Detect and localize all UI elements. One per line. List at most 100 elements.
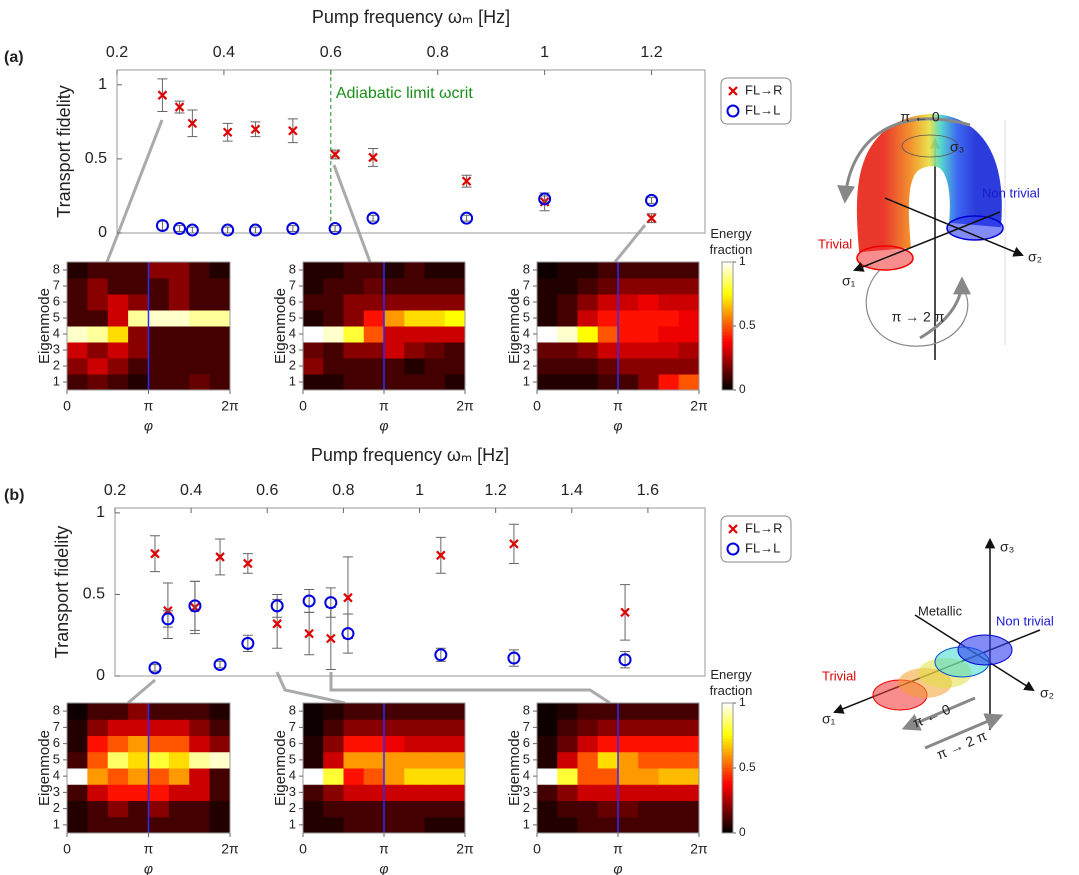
x-tick-label: π xyxy=(144,398,154,414)
heat-cell xyxy=(67,262,88,279)
colorbar-step xyxy=(722,310,733,314)
heat-cell xyxy=(303,816,324,834)
colorbar-step xyxy=(722,386,733,391)
heat-cell xyxy=(363,310,385,327)
heat-cell xyxy=(444,342,466,359)
x-tick-label: π xyxy=(379,841,389,857)
heat-cell xyxy=(128,326,149,343)
heat-cell xyxy=(638,816,659,834)
panel-label: (b) xyxy=(4,487,24,504)
heat-cell xyxy=(107,358,129,375)
colorbar-step xyxy=(722,332,733,337)
heat-cell xyxy=(323,719,344,736)
heat-cell xyxy=(189,294,211,311)
y-tick-label: 6 xyxy=(523,293,530,308)
heat-cell xyxy=(303,310,324,327)
heat-cell xyxy=(87,784,109,801)
plot-frame xyxy=(116,69,706,234)
heat-cell xyxy=(404,816,425,834)
heat-cell xyxy=(444,358,466,375)
heat-cell xyxy=(678,310,700,327)
heat-cell xyxy=(303,703,324,720)
error-bar xyxy=(272,593,283,618)
heat-cell xyxy=(343,262,365,279)
heat-cell xyxy=(444,735,466,753)
heat-cell xyxy=(537,735,558,753)
x-tick-label: 2π xyxy=(456,398,474,414)
heat-cell xyxy=(597,326,619,343)
heat-cell xyxy=(323,735,344,753)
heat-cell xyxy=(107,310,129,327)
heat-cell xyxy=(128,703,149,720)
error-bar xyxy=(189,580,200,631)
heat-cell xyxy=(618,358,639,375)
marker xyxy=(436,550,446,561)
heat-cell xyxy=(424,278,446,295)
x-tick-label: 2π xyxy=(690,841,708,857)
y-tick-label: 4 xyxy=(523,325,530,340)
heat-cell xyxy=(557,278,578,295)
y-tick-label: 1 xyxy=(523,816,530,831)
marker xyxy=(173,222,187,236)
colorbar-step xyxy=(722,358,733,362)
heat-cell xyxy=(323,326,344,343)
heat-cell xyxy=(597,800,619,818)
y-tick-label: 6 xyxy=(53,293,60,308)
heat-cell xyxy=(384,278,405,295)
y-tick-label: 0.5 xyxy=(85,150,107,167)
heat-cell xyxy=(404,326,425,343)
heat-cell xyxy=(363,262,385,279)
marker xyxy=(222,127,233,138)
heat-cell xyxy=(404,342,425,359)
error-bar xyxy=(187,226,198,234)
x-axis-label: φ xyxy=(613,861,622,875)
heat-cell xyxy=(363,719,385,736)
heat-cell xyxy=(678,703,700,720)
heat-cell xyxy=(638,719,659,736)
marker xyxy=(326,633,336,644)
x-tick-label: 1.2 xyxy=(485,482,507,499)
heat-cell xyxy=(209,374,231,391)
heat-cell xyxy=(537,800,558,818)
marker xyxy=(248,223,262,237)
y-tick-label: 3 xyxy=(289,341,296,356)
heat-cell xyxy=(209,310,231,327)
heat-cell xyxy=(537,358,558,375)
y-tick-label: 8 xyxy=(289,703,296,718)
y-tick-label: 8 xyxy=(523,703,530,718)
heat-cell xyxy=(168,768,190,785)
heat-cell xyxy=(424,326,446,343)
heat-cell xyxy=(557,374,578,391)
heat-cell xyxy=(618,816,639,834)
x-tick-label: π xyxy=(144,841,154,857)
colorbar-step xyxy=(722,709,733,714)
colorbar-step xyxy=(722,712,733,717)
heat-cell xyxy=(638,374,659,391)
heat-cell xyxy=(128,374,149,391)
y-tick-label: 3 xyxy=(53,784,60,799)
x-tick-label: 0 xyxy=(63,841,71,857)
heat-cell xyxy=(67,768,88,785)
heat-cell xyxy=(537,374,558,391)
axis-label: σ₁ xyxy=(822,711,836,727)
heat-cell xyxy=(658,278,680,295)
heat-cell xyxy=(343,294,365,311)
heat-cell xyxy=(343,278,365,295)
heat-cell xyxy=(363,294,385,311)
colorbar-step xyxy=(722,313,733,317)
x-tick-label: 1 xyxy=(415,482,424,499)
colorbar-step xyxy=(722,338,733,343)
heat-cell xyxy=(343,768,365,785)
heat-cell xyxy=(67,310,88,327)
x-tick-label: 2π xyxy=(221,398,239,414)
heat-cell xyxy=(638,294,659,311)
heat-cell xyxy=(678,278,700,295)
colorbar-step xyxy=(722,732,733,736)
heat-cell xyxy=(209,262,231,279)
heat-cell xyxy=(678,800,700,818)
colorbar-step xyxy=(722,784,733,788)
heat-cell xyxy=(557,358,578,375)
heat-cell xyxy=(189,262,211,279)
heat-cell xyxy=(404,751,425,769)
heat-cell xyxy=(323,703,344,720)
